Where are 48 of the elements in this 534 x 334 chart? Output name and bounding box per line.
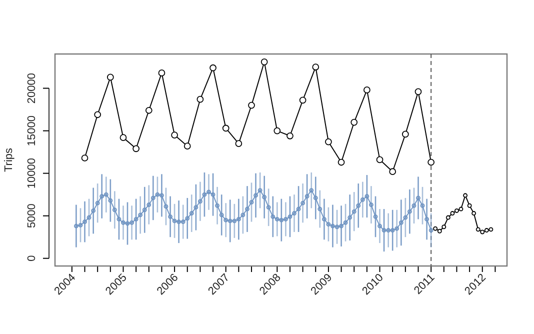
y-tick-label: 10000	[26, 158, 38, 189]
point	[428, 158, 435, 166]
y-tick-label: 5000	[26, 204, 38, 228]
point	[454, 208, 459, 213]
point	[458, 206, 464, 212]
point	[467, 203, 472, 208]
point	[376, 156, 384, 164]
point	[402, 130, 409, 138]
point	[414, 88, 422, 96]
point	[484, 228, 489, 233]
point	[235, 140, 242, 147]
point	[338, 158, 345, 166]
point	[299, 96, 306, 104]
point	[145, 106, 152, 114]
point	[480, 230, 485, 234]
point	[120, 134, 127, 142]
point	[274, 127, 281, 134]
point	[476, 227, 480, 232]
point	[488, 227, 494, 232]
point	[463, 193, 468, 198]
point	[260, 58, 268, 66]
point	[437, 228, 442, 234]
point	[184, 142, 191, 150]
point	[171, 132, 178, 138]
point	[132, 145, 140, 152]
point	[286, 132, 294, 140]
point	[389, 168, 396, 176]
point	[248, 102, 255, 109]
point	[94, 111, 102, 118]
point	[450, 211, 455, 216]
point	[196, 96, 204, 103]
point	[350, 118, 358, 126]
point	[446, 215, 450, 220]
point	[442, 224, 446, 230]
point	[364, 86, 370, 94]
y-tick-label: 0	[26, 255, 38, 262]
y-tick-label: 20000	[26, 72, 38, 104]
y-tick-label: 15000	[26, 115, 38, 146]
y-axis-title: Trips	[3, 147, 15, 172]
point	[325, 138, 332, 146]
point	[472, 211, 476, 216]
point	[210, 64, 216, 72]
point	[222, 124, 230, 132]
point	[106, 74, 114, 81]
point	[81, 154, 88, 162]
point	[158, 70, 166, 76]
point	[433, 226, 438, 231]
point	[312, 64, 320, 70]
